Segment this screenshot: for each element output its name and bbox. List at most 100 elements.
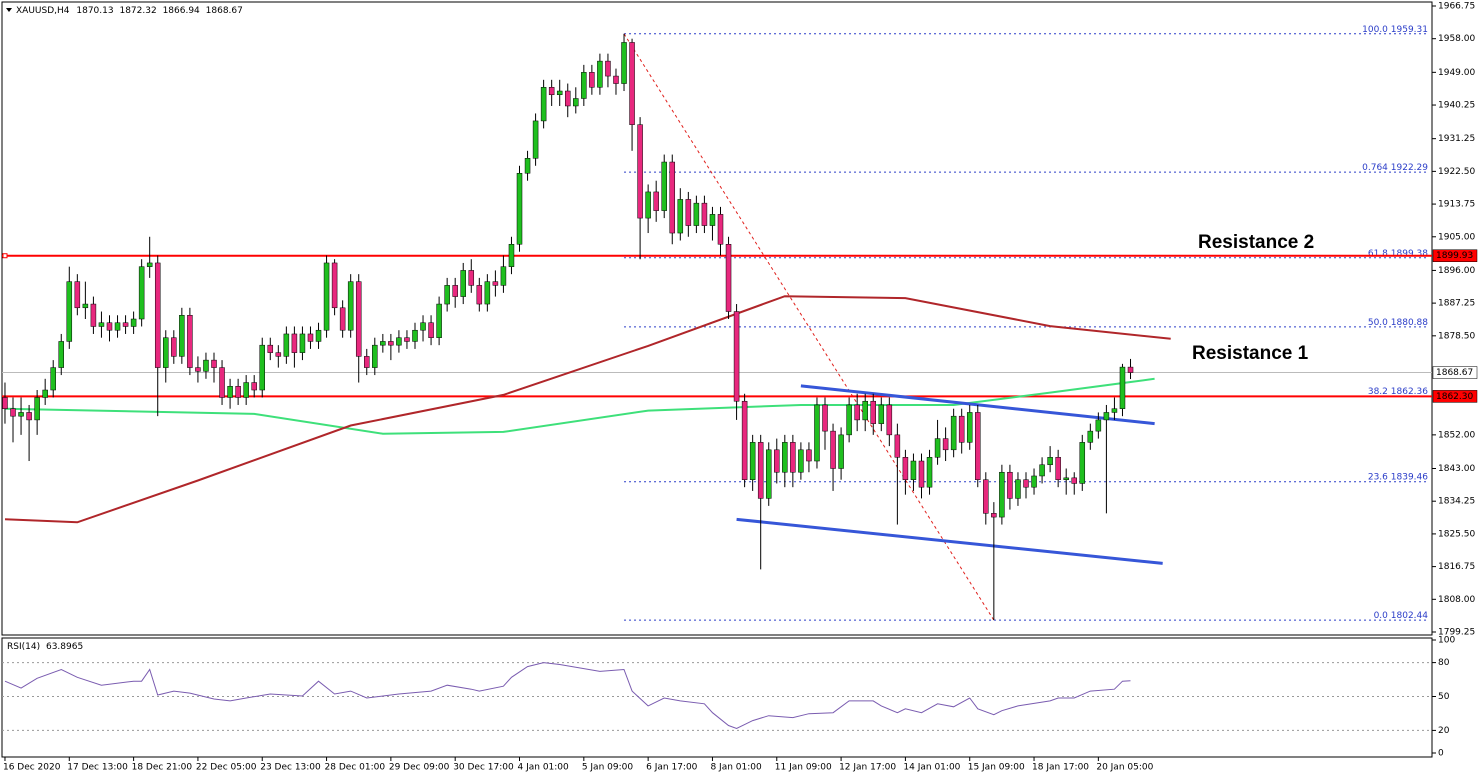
annotation: Resistance 1 bbox=[1192, 343, 1309, 364]
candle-body bbox=[516, 172, 523, 245]
x-tick-label: 4 Jan 01:00 bbox=[518, 763, 570, 773]
candle-body bbox=[1079, 442, 1086, 484]
fib-ratio: 100.0 bbox=[1362, 24, 1388, 34]
rsi-value: 63.8965 bbox=[46, 642, 83, 652]
candle-body bbox=[870, 400, 876, 424]
y-tick-label: 1843.00 bbox=[1438, 464, 1475, 474]
candle-body bbox=[476, 285, 483, 305]
fib-label: 23.6 1839.46 bbox=[1368, 472, 1428, 482]
candle-body bbox=[26, 412, 32, 421]
candle-body bbox=[179, 315, 185, 357]
candle-body bbox=[790, 442, 796, 473]
price-box bbox=[1432, 249, 1478, 262]
rsi-tick-label: 50 bbox=[1438, 692, 1450, 702]
y-tick-label: 1896.00 bbox=[1438, 266, 1475, 276]
candle-body bbox=[1023, 479, 1029, 488]
candle-body bbox=[862, 400, 868, 421]
candle-body bbox=[98, 322, 105, 327]
channel-line bbox=[736, 517, 1163, 565]
candle-body bbox=[991, 513, 997, 518]
candle-body bbox=[412, 329, 418, 342]
candle-body bbox=[187, 315, 193, 368]
candle-body bbox=[645, 191, 651, 219]
candle-body bbox=[227, 386, 233, 398]
candle-body bbox=[1087, 430, 1094, 443]
candle-body bbox=[1111, 408, 1118, 413]
candle-body bbox=[765, 449, 772, 499]
candle-body bbox=[556, 90, 563, 96]
candle-body bbox=[291, 333, 298, 353]
rsi-header: RSI(14) 63.8965 bbox=[7, 642, 83, 652]
candle-body bbox=[677, 199, 684, 234]
candle-body bbox=[1063, 477, 1069, 480]
candle-body bbox=[532, 120, 539, 159]
fib-price: 1862.36 bbox=[1391, 387, 1428, 397]
y-tick-label: 1808.00 bbox=[1438, 595, 1475, 605]
candle-body bbox=[122, 322, 129, 327]
candle-body bbox=[163, 337, 169, 368]
candle-body bbox=[243, 382, 249, 398]
candle-body bbox=[339, 307, 346, 331]
candle-body bbox=[372, 344, 378, 368]
x-tick-label: 6 Jan 17:00 bbox=[646, 763, 698, 773]
candle-body bbox=[388, 341, 394, 346]
candle-body bbox=[782, 442, 788, 473]
x-tick-label: 30 Dec 17:00 bbox=[453, 763, 514, 773]
candle-body bbox=[1103, 412, 1110, 421]
fib-price: 1899.38 bbox=[1391, 248, 1428, 258]
candle-body bbox=[380, 341, 386, 346]
y-tick-label: 1913.75 bbox=[1438, 200, 1475, 210]
candle-body bbox=[966, 412, 973, 443]
candle-body bbox=[66, 281, 73, 342]
candle-body bbox=[975, 412, 981, 480]
candle-body bbox=[355, 281, 362, 357]
candle-body bbox=[1127, 366, 1134, 373]
candle-body bbox=[74, 281, 81, 309]
x-tick-label: 16 Dec 2020 bbox=[3, 763, 61, 773]
y-tick-label: 1940.25 bbox=[1438, 101, 1475, 111]
candle-body bbox=[589, 72, 595, 88]
price-box-label: 1862.30 bbox=[1436, 392, 1473, 402]
candle-body bbox=[428, 322, 434, 338]
candle-body bbox=[573, 98, 579, 107]
candle-body bbox=[307, 333, 314, 342]
candle-body bbox=[364, 356, 370, 368]
candle-body bbox=[1031, 475, 1037, 488]
annotation: Resistance 2 bbox=[1198, 232, 1314, 253]
candle-body bbox=[275, 352, 282, 357]
fib-ratio: 38.2 bbox=[1368, 387, 1388, 397]
candle-body bbox=[886, 404, 893, 436]
price-box bbox=[1432, 366, 1478, 379]
candle-body bbox=[894, 434, 901, 458]
candle-body bbox=[219, 367, 225, 398]
candle-body bbox=[146, 262, 153, 267]
candle-body bbox=[942, 438, 949, 451]
candle-body bbox=[259, 344, 265, 391]
candle-body bbox=[548, 87, 555, 96]
candle-body bbox=[717, 214, 724, 245]
candle-body bbox=[106, 322, 113, 331]
rsi-panel bbox=[1, 637, 1433, 758]
menu-arrow[interactable] bbox=[6, 8, 12, 12]
candle-body bbox=[18, 412, 24, 417]
candle-body bbox=[283, 333, 290, 357]
moving-average bbox=[4, 377, 1155, 435]
candle-body bbox=[597, 60, 603, 88]
x-tick-label: 23 Dec 13:00 bbox=[260, 763, 321, 773]
candle-body bbox=[323, 262, 330, 331]
x-tick-label: 15 Jan 09:00 bbox=[968, 763, 1025, 773]
candle-body bbox=[1095, 419, 1102, 432]
candle-body bbox=[492, 281, 499, 286]
x-tick-label: 12 Jan 17:00 bbox=[839, 763, 896, 773]
candle-body bbox=[757, 442, 764, 499]
candle-body bbox=[806, 449, 812, 462]
x-tick-label: 17 Dec 13:00 bbox=[67, 763, 128, 773]
y-tick-label: 1922.50 bbox=[1438, 167, 1475, 177]
candle-body bbox=[1047, 457, 1053, 466]
candle-body bbox=[581, 72, 587, 99]
candle-body bbox=[251, 382, 257, 391]
y-tick-label: 1816.75 bbox=[1438, 562, 1475, 572]
fib-label: 100.0 1959.31 bbox=[1362, 24, 1428, 34]
candle-body bbox=[999, 471, 1005, 518]
